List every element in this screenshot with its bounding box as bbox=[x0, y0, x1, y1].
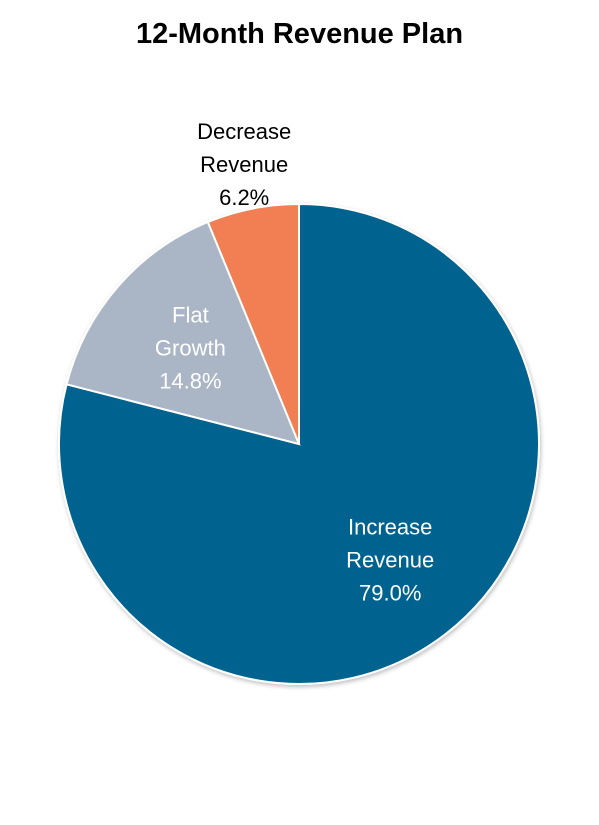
pie-slice-decrease-revenue bbox=[206, 202, 300, 445]
slice-category-label: Increase bbox=[348, 514, 432, 539]
slice-value-label: 6.2% bbox=[219, 185, 269, 210]
slice-value-label: 79.0% bbox=[359, 580, 421, 605]
slice-category-label: Growth bbox=[155, 335, 226, 360]
slice-category-label: Flat bbox=[172, 302, 209, 327]
slice-category-label: Revenue bbox=[346, 547, 434, 572]
chart-title: 12-Month Revenue Plan bbox=[135, 18, 464, 50]
slice-category-label: Decrease bbox=[197, 119, 291, 144]
slice-category-label: Revenue bbox=[200, 152, 288, 177]
pie-slices bbox=[58, 202, 540, 685]
pie-slice-flat-growth bbox=[65, 220, 301, 446]
slice-value-label: 14.8% bbox=[159, 368, 221, 393]
